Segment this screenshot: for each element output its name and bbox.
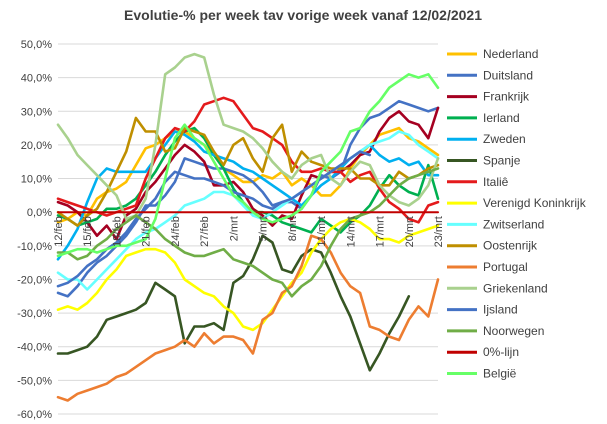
series-lines: [56, 52, 440, 402]
series-line-oostenrijk: [56, 116, 440, 227]
y-tick-label: -60,0%: [17, 409, 52, 421]
legend: Nederland Duitsland Frankrijk Ierland Zweden…: [447, 47, 587, 381]
chart-title: Evolutie-% per week tav vorige week vana…: [124, 7, 482, 23]
legend-label-nederland: Nederland: [483, 47, 538, 61]
legend-label-duitsland: Duitsland: [483, 68, 533, 82]
series-line-griekenland: [56, 52, 440, 221]
y-tick-label: -50,0%: [17, 375, 52, 387]
y-tick-label: 40,0%: [21, 73, 52, 85]
x-tick-label: 21/feb: [141, 216, 153, 247]
legend-label-oostenrijk: Oostenrijk: [483, 239, 538, 253]
legend-label-0pct-lijn: 0%-lijn: [483, 345, 519, 359]
x-tick-label: 5/mrt: [258, 216, 270, 241]
x-tick-label: 20/mrt: [404, 216, 416, 247]
series-line-duitsland: [56, 99, 440, 298]
series-line-verenigd-koninkrijk: [56, 217, 440, 332]
y-tick-label: -20,0%: [17, 274, 52, 286]
y-tick-label: 50,0%: [21, 39, 52, 51]
legend-label-zweden: Zweden: [483, 132, 526, 146]
y-tick-label: 20,0%: [21, 140, 52, 152]
x-tick-label: 17/mrt: [374, 216, 386, 247]
x-tick-label: 18/feb: [111, 216, 123, 247]
x-tick-label: 11/mrt: [316, 216, 328, 246]
x-tick-label: 14/mrt: [345, 216, 357, 247]
x-tick-label: 15/feb: [82, 216, 94, 247]
legend-label-italie: Italiê: [483, 175, 509, 189]
y-tick-label: -30,0%: [17, 308, 52, 320]
legend-label-portugal: Portugal: [483, 260, 528, 274]
legend-label-frankrijk: Frankrijk: [483, 90, 530, 104]
y-tick-label: 10,0%: [21, 174, 52, 186]
legend-label-ierland: Ierland: [483, 111, 520, 125]
series-line-spanje: [56, 234, 411, 372]
series-line-zwitserland: [56, 130, 440, 291]
series-line-frankrijk: [56, 106, 440, 241]
y-tick-label: -40,0%: [17, 342, 52, 354]
legend-label-verenigd-koninkrijk: Verenigd Koninkrijk: [483, 196, 587, 210]
legend-label-spanje: Spanje: [483, 154, 521, 168]
series-line-portugal: [56, 234, 440, 402]
x-tick-label: 12/feb: [53, 216, 65, 247]
x-tick-label: 24/feb: [170, 216, 182, 247]
legend-label-zwitserland: Zwitserland: [483, 217, 544, 231]
series-line-belgie: [56, 73, 440, 258]
x-tick-label: 2/mrt: [228, 216, 240, 241]
x-tick-label: 23/mrt: [433, 216, 445, 247]
series-line-noorwegen: [56, 167, 440, 298]
y-axis-tick-labels: 50,0% 40,0% 30,0% 20,0% 10,0% 0,0% -10,0% -20,0…: [17, 39, 52, 421]
y-tick-label: 0,0%: [27, 207, 52, 219]
y-tick-label: 30,0%: [21, 106, 52, 118]
x-axis-tick-labels: 12/feb 15/feb 18/feb 21/feb 24/feb 27/feb 2/mr…: [53, 216, 445, 247]
legend-label-ijsland: Ijsland: [483, 303, 518, 317]
legend-label-belgie: België: [483, 367, 517, 381]
x-tick-label: 27/feb: [199, 216, 211, 247]
legend-label-noorwegen: Noorwegen: [483, 324, 544, 338]
legend-label-griekenland: Griekenland: [483, 281, 548, 295]
y-tick-label: -10,0%: [17, 241, 52, 253]
x-tick-label: 8/mrt: [287, 216, 299, 241]
series-line-zweden: [56, 130, 440, 261]
